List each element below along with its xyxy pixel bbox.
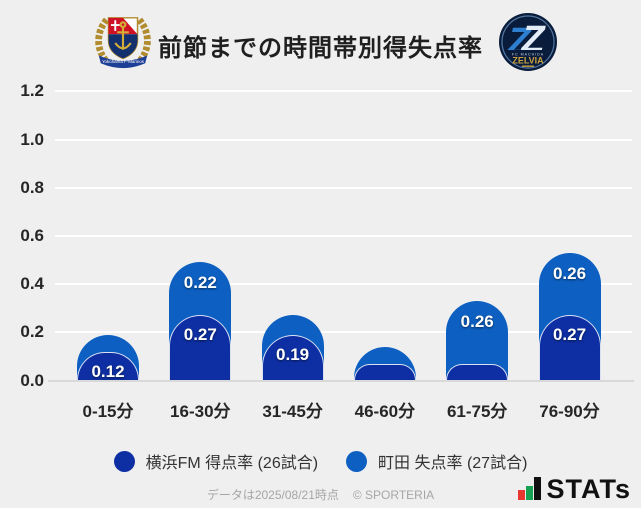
- y-axis-tick: 0.8: [20, 177, 44, 197]
- x-axis-label: 16-30分: [170, 402, 231, 421]
- page-title: 前節までの時間帯別得失点率: [158, 35, 483, 62]
- machida-zelvia-crest-icon: Z Z FC MACHIDA ZELVIA: [498, 12, 558, 77]
- legend-label-machida: 町田 失点率 (27試合): [378, 455, 528, 472]
- bar-yokohama-scored-rate: [169, 315, 232, 381]
- x-axis-label: 76-90分: [539, 402, 600, 421]
- gridline: [55, 186, 632, 189]
- footer-note: データは2025/08/21時点 © SPORTERIA: [0, 486, 641, 503]
- gridline: [55, 234, 632, 237]
- chart-legend: 横浜FM 得点率 (26試合) 町田 失点率 (27試合): [0, 449, 641, 473]
- stats-brand-logo: STATs: [517, 473, 632, 504]
- stats-brand-text: STATs: [546, 473, 631, 504]
- yokohama-f-marinos-crest-icon: Yokohama F·Marinos: [92, 13, 154, 76]
- y-axis-tick: 0.6: [20, 225, 44, 245]
- zelvia-club-small-text: FC MACHIDA: [512, 53, 544, 57]
- legend-label-yokohama: 横浜FM 得点率 (26試合): [145, 455, 319, 472]
- copyright-text: © SPORTERIA: [352, 488, 435, 502]
- x-axis-label: 0-15分: [82, 402, 134, 421]
- bar-yokohama-scored-rate: [353, 363, 416, 381]
- gridline: [55, 331, 632, 334]
- y-axis-tick: 0.0: [20, 370, 44, 390]
- bar-yokohama-scored-rate: [446, 363, 509, 381]
- stats-logo-bars-icon: [517, 477, 541, 500]
- x-axis-label: 46-60分: [354, 402, 416, 421]
- legend-dot-machida-icon: [346, 450, 368, 472]
- legend-dot-yokohama-icon: [113, 450, 135, 472]
- y-axis-tick: 1.0: [20, 129, 44, 149]
- x-axis-line: [48, 379, 634, 382]
- marinos-ribbon-text: Yokohama F·Marinos: [102, 59, 145, 64]
- legend-item-machida: 町田 失点率 (27試合): [346, 449, 527, 473]
- x-axis-label: 31-45分: [262, 402, 323, 421]
- bar-yokohama-scored-rate: [261, 334, 324, 381]
- gridline: [55, 138, 632, 141]
- x-axis-label: 61-75分: [446, 402, 508, 421]
- bar-yokohama-scored-rate: [538, 315, 601, 381]
- gridline: [55, 283, 632, 286]
- data-date-note: データは2025/08/21時点: [206, 488, 339, 502]
- y-axis-tick: 0.4: [20, 274, 44, 294]
- zelvia-club-name-text: ZELVIA: [512, 56, 544, 66]
- legend-item-yokohama: 横浜FM 得点率 (26試合): [113, 449, 319, 473]
- y-axis-tick: 0.2: [20, 322, 44, 342]
- gridline: [55, 90, 632, 93]
- y-axis-tick: 1.2: [20, 81, 44, 101]
